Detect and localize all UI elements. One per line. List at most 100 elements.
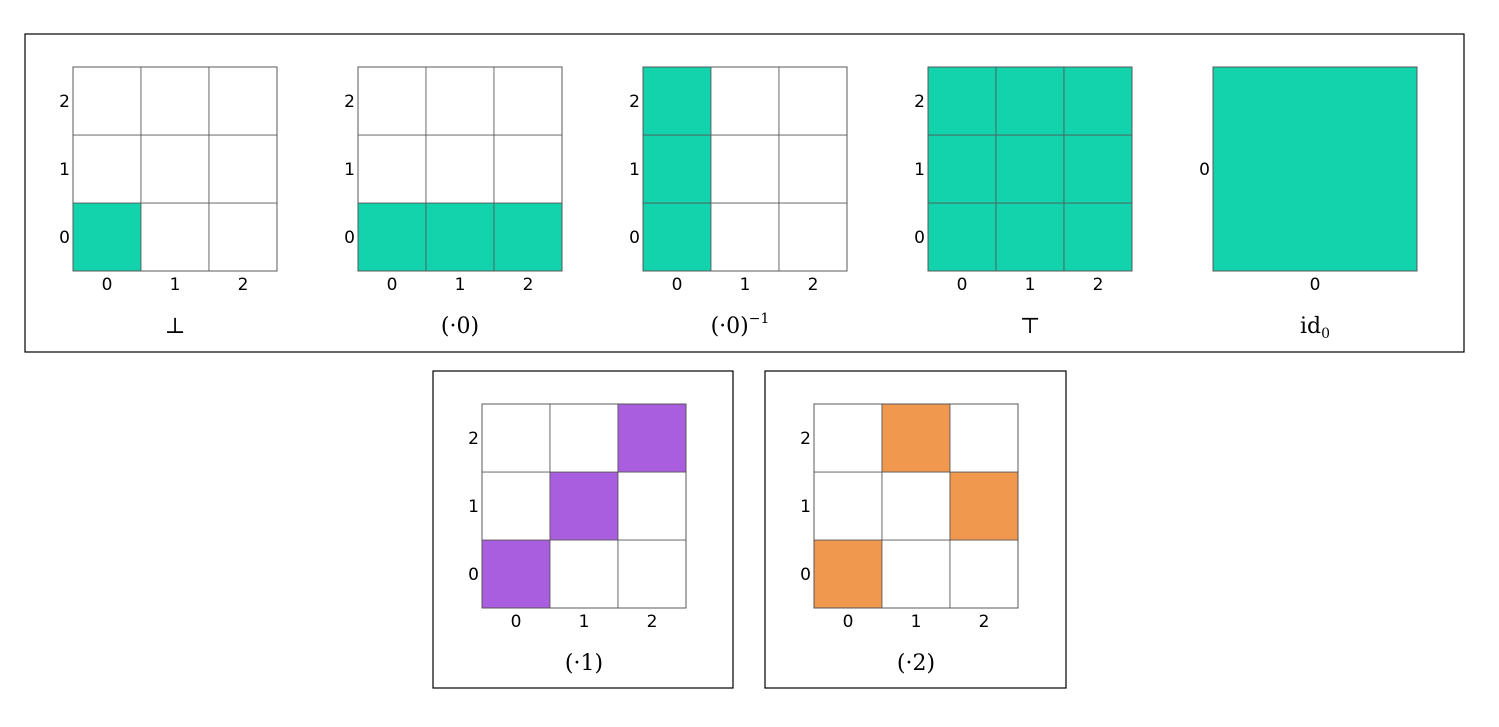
relation-dot1: 0 1 2 0 1 2 (·1) [468, 403, 687, 676]
relation-caption: (·1) [565, 651, 603, 676]
empty-cell [140, 66, 210, 136]
filled-cell [1063, 66, 1133, 136]
empty-cell [493, 66, 563, 136]
empty-cell [949, 403, 1019, 473]
grid-border [72, 66, 278, 272]
x-tick-label: 2 [979, 612, 990, 632]
caption-main: ⊥ [165, 314, 186, 339]
empty-cell [481, 471, 551, 541]
x-tick-label: 0 [1310, 275, 1321, 295]
y-tick-label: 2 [629, 92, 640, 112]
relation-bottom: 0 1 2 0 1 2 ⊥ [59, 66, 278, 339]
empty-cell [140, 134, 210, 204]
filled-cell [549, 471, 619, 541]
x-tick-label: 1 [170, 275, 181, 295]
empty-cell [881, 539, 951, 609]
y-tick-label: 2 [468, 429, 479, 449]
dot1-panel-frame [432, 370, 734, 689]
caption-main: id [1300, 314, 1321, 339]
empty-cell [493, 134, 563, 204]
empty-cell [208, 202, 278, 272]
filled-cell [927, 134, 997, 204]
y-tick-label: 1 [468, 497, 479, 517]
y-tick-label: 1 [59, 160, 70, 180]
filled-cell [949, 471, 1019, 541]
x-tick-label: 1 [1025, 275, 1036, 295]
x-tick-label: 0 [843, 612, 854, 632]
relation-caption: (·0) [441, 314, 479, 339]
caption-main: (·0) [441, 314, 479, 339]
filled-cell [72, 202, 142, 272]
filled-cell [927, 202, 997, 272]
x-tick-label: 1 [455, 275, 466, 295]
filled-cell [995, 202, 1065, 272]
y-tick-label: 1 [344, 160, 355, 180]
empty-cell [481, 403, 551, 473]
dot2-panel-frame [764, 370, 1067, 689]
filled-cell [617, 403, 687, 473]
x-tick-label: 0 [957, 275, 968, 295]
x-tick-label: 0 [387, 275, 398, 295]
empty-cell [778, 202, 848, 272]
x-tick-label: 2 [1093, 275, 1104, 295]
relation-caption: ⊤ [1020, 314, 1041, 339]
y-tick-label: 0 [344, 228, 355, 248]
filled-cell [813, 539, 883, 609]
empty-cell [778, 66, 848, 136]
relation-top: 0 1 2 0 1 2 ⊤ [914, 66, 1133, 339]
x-tick-label: 0 [511, 612, 522, 632]
y-tick-label: 0 [468, 565, 479, 585]
x-tick-label: 1 [740, 275, 751, 295]
caption-main: (·2) [897, 651, 935, 676]
relation-id0: 0 0 id0 [1199, 66, 1418, 342]
empty-cell [949, 539, 1019, 609]
empty-cell [208, 66, 278, 136]
y-tick-label: 2 [344, 92, 355, 112]
caption-main: (·0) [711, 314, 749, 339]
empty-cell [778, 134, 848, 204]
y-tick-label: 0 [1199, 160, 1210, 180]
grid-border [357, 66, 563, 272]
grid-border [481, 403, 687, 609]
grid-border [927, 66, 1133, 272]
x-tick-label: 2 [647, 612, 658, 632]
empty-cell [710, 66, 780, 136]
empty-cell [357, 134, 427, 204]
filled-cell [1212, 66, 1418, 272]
y-tick-label: 2 [59, 92, 70, 112]
empty-cell [140, 202, 210, 272]
empty-cell [425, 134, 495, 204]
empty-cell [425, 66, 495, 136]
caption-superscript: −1 [749, 311, 770, 327]
x-tick-label: 0 [672, 275, 683, 295]
top-panel-frame [24, 33, 1465, 353]
relation-caption: (·2) [897, 651, 935, 676]
filled-cell [995, 134, 1065, 204]
y-tick-label: 0 [914, 228, 925, 248]
relation-dot2: 0 1 2 0 1 2 (·2) [800, 403, 1019, 676]
filled-cell [642, 134, 712, 204]
y-tick-label: 1 [914, 160, 925, 180]
relation-dot0: 0 1 2 0 1 2 (·0) [344, 66, 563, 339]
relation-dot0-inv: 0 1 2 0 1 2 (·0)−1 [629, 66, 848, 339]
y-tick-label: 2 [800, 429, 811, 449]
y-tick-label: 0 [800, 565, 811, 585]
empty-cell [617, 471, 687, 541]
grid-border [1212, 66, 1418, 272]
empty-cell [813, 471, 883, 541]
filled-cell [425, 202, 495, 272]
y-tick-label: 1 [800, 497, 811, 517]
filled-cell [481, 539, 551, 609]
filled-cell [642, 202, 712, 272]
empty-cell [208, 134, 278, 204]
x-tick-label: 0 [102, 275, 113, 295]
relation-caption: id0 [1300, 314, 1330, 342]
filled-cell [493, 202, 563, 272]
filled-cell [1063, 134, 1133, 204]
empty-cell [710, 134, 780, 204]
filled-cell [1063, 202, 1133, 272]
caption-main: (·1) [565, 651, 603, 676]
filled-cell [927, 66, 997, 136]
y-tick-label: 0 [629, 228, 640, 248]
y-tick-label: 1 [629, 160, 640, 180]
